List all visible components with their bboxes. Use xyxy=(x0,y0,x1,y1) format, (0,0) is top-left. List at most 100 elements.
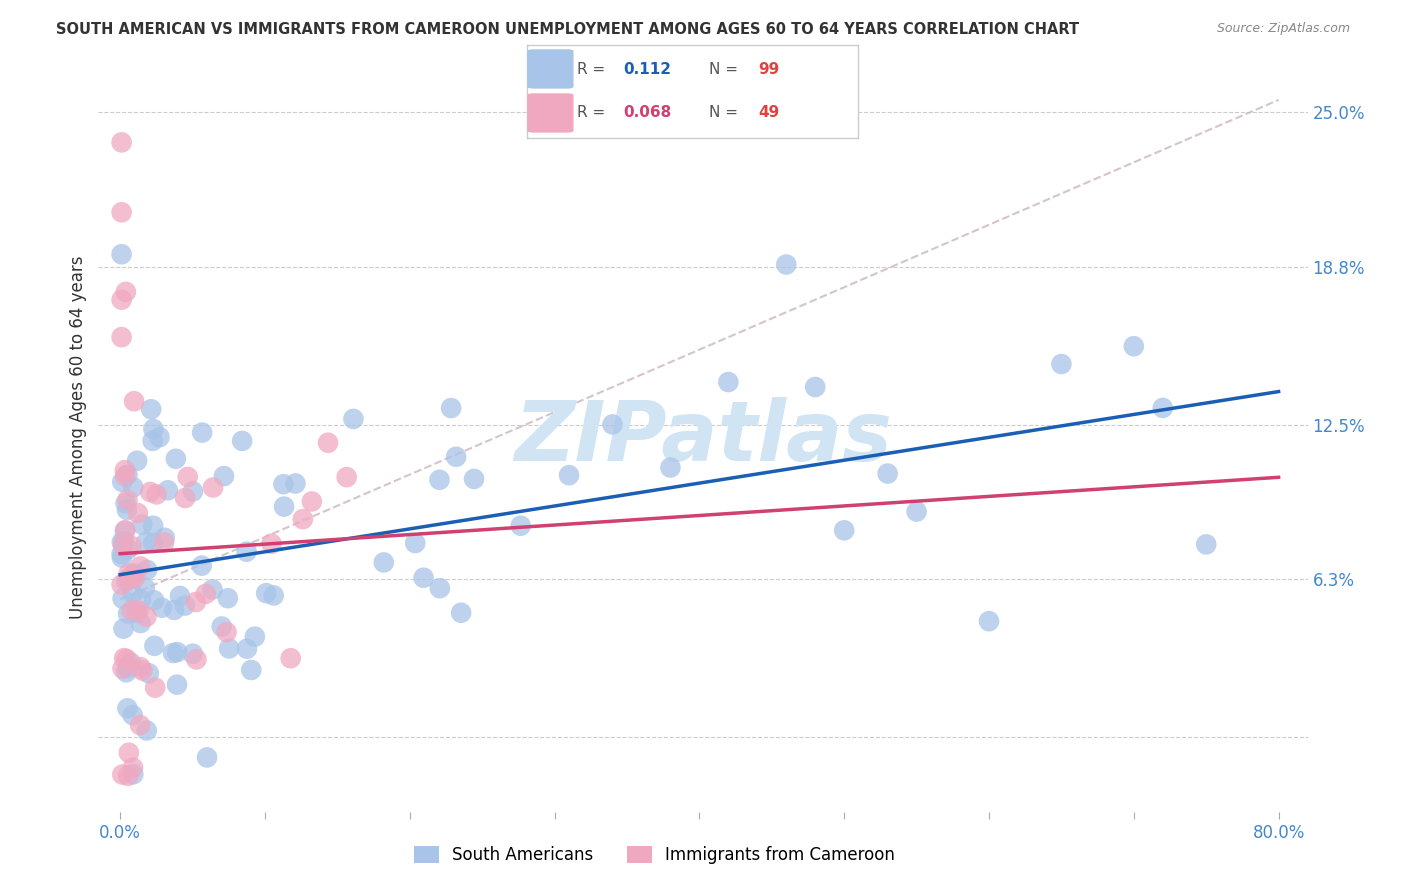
Point xyxy=(153,535,176,549)
Point xyxy=(336,470,359,484)
Point xyxy=(115,574,138,588)
Point xyxy=(117,661,139,675)
Point xyxy=(110,247,132,261)
Point xyxy=(124,566,146,581)
Point xyxy=(173,599,195,613)
Point xyxy=(1122,339,1144,353)
Point xyxy=(124,571,146,585)
Point xyxy=(141,402,163,417)
Point xyxy=(118,572,141,586)
Point xyxy=(260,537,283,551)
Point xyxy=(236,641,259,656)
Point xyxy=(412,571,434,585)
Point xyxy=(120,539,142,553)
Point xyxy=(905,505,928,519)
Point xyxy=(122,567,145,582)
Text: N =: N = xyxy=(709,105,738,120)
Point xyxy=(135,535,157,549)
Point xyxy=(153,531,176,545)
Point xyxy=(145,487,167,501)
Point xyxy=(117,573,139,587)
Point xyxy=(122,767,145,781)
Point xyxy=(110,293,132,307)
Point xyxy=(129,660,152,674)
Point xyxy=(135,609,157,624)
Point xyxy=(273,500,295,514)
Point xyxy=(190,558,212,573)
Point xyxy=(135,723,157,738)
Point xyxy=(129,718,152,732)
Point xyxy=(115,503,138,517)
Point xyxy=(110,205,132,219)
Point xyxy=(404,536,426,550)
Point xyxy=(118,746,141,760)
Point xyxy=(121,603,143,617)
Point xyxy=(804,380,827,394)
Point xyxy=(509,518,531,533)
Point xyxy=(117,467,139,482)
Point xyxy=(832,524,855,538)
Text: N =: N = xyxy=(709,62,738,78)
Point xyxy=(166,678,188,692)
Point xyxy=(114,523,136,537)
Point xyxy=(114,496,136,510)
Point xyxy=(444,450,467,464)
Point xyxy=(301,494,323,508)
Point xyxy=(121,708,143,723)
Point xyxy=(254,586,277,600)
Point xyxy=(659,460,682,475)
Text: ZIPatlas: ZIPatlas xyxy=(515,397,891,477)
Point xyxy=(148,430,170,444)
Point xyxy=(142,536,165,550)
Point xyxy=(240,663,263,677)
Point xyxy=(110,547,132,561)
Point xyxy=(211,619,233,633)
Point xyxy=(558,468,581,483)
Point xyxy=(127,454,149,468)
Point xyxy=(243,630,266,644)
Point xyxy=(273,477,295,491)
Point xyxy=(111,550,134,565)
Point xyxy=(181,647,204,661)
Point xyxy=(174,491,197,505)
Point xyxy=(150,600,173,615)
Point xyxy=(110,577,132,591)
Point xyxy=(162,646,184,660)
Point xyxy=(111,538,134,552)
Text: R =: R = xyxy=(576,105,610,120)
Point xyxy=(775,258,797,272)
FancyBboxPatch shape xyxy=(527,49,574,88)
Point xyxy=(115,285,138,299)
Point xyxy=(342,412,364,426)
Point xyxy=(316,435,339,450)
Point xyxy=(110,330,132,344)
Text: 99: 99 xyxy=(759,62,780,78)
Point xyxy=(136,563,159,577)
Point xyxy=(194,587,217,601)
Point xyxy=(110,136,132,150)
Point xyxy=(114,524,136,538)
Point xyxy=(163,603,186,617)
Point xyxy=(115,652,138,666)
Text: Source: ZipAtlas.com: Source: ZipAtlas.com xyxy=(1216,22,1350,36)
Point xyxy=(142,422,165,436)
Point xyxy=(121,586,143,600)
Point xyxy=(169,589,191,603)
Point xyxy=(111,475,134,489)
Point xyxy=(117,607,139,621)
Point xyxy=(138,666,160,681)
Point xyxy=(122,394,145,409)
Point xyxy=(122,761,145,775)
Point xyxy=(111,661,134,675)
Point xyxy=(142,434,165,448)
Point xyxy=(117,701,139,715)
Point xyxy=(122,480,145,494)
Point xyxy=(184,595,207,609)
Point xyxy=(1195,537,1218,551)
Point xyxy=(117,769,139,783)
Point xyxy=(139,485,162,500)
Point xyxy=(231,434,253,448)
Point xyxy=(114,463,136,477)
Point xyxy=(112,651,135,665)
Point xyxy=(117,542,139,557)
